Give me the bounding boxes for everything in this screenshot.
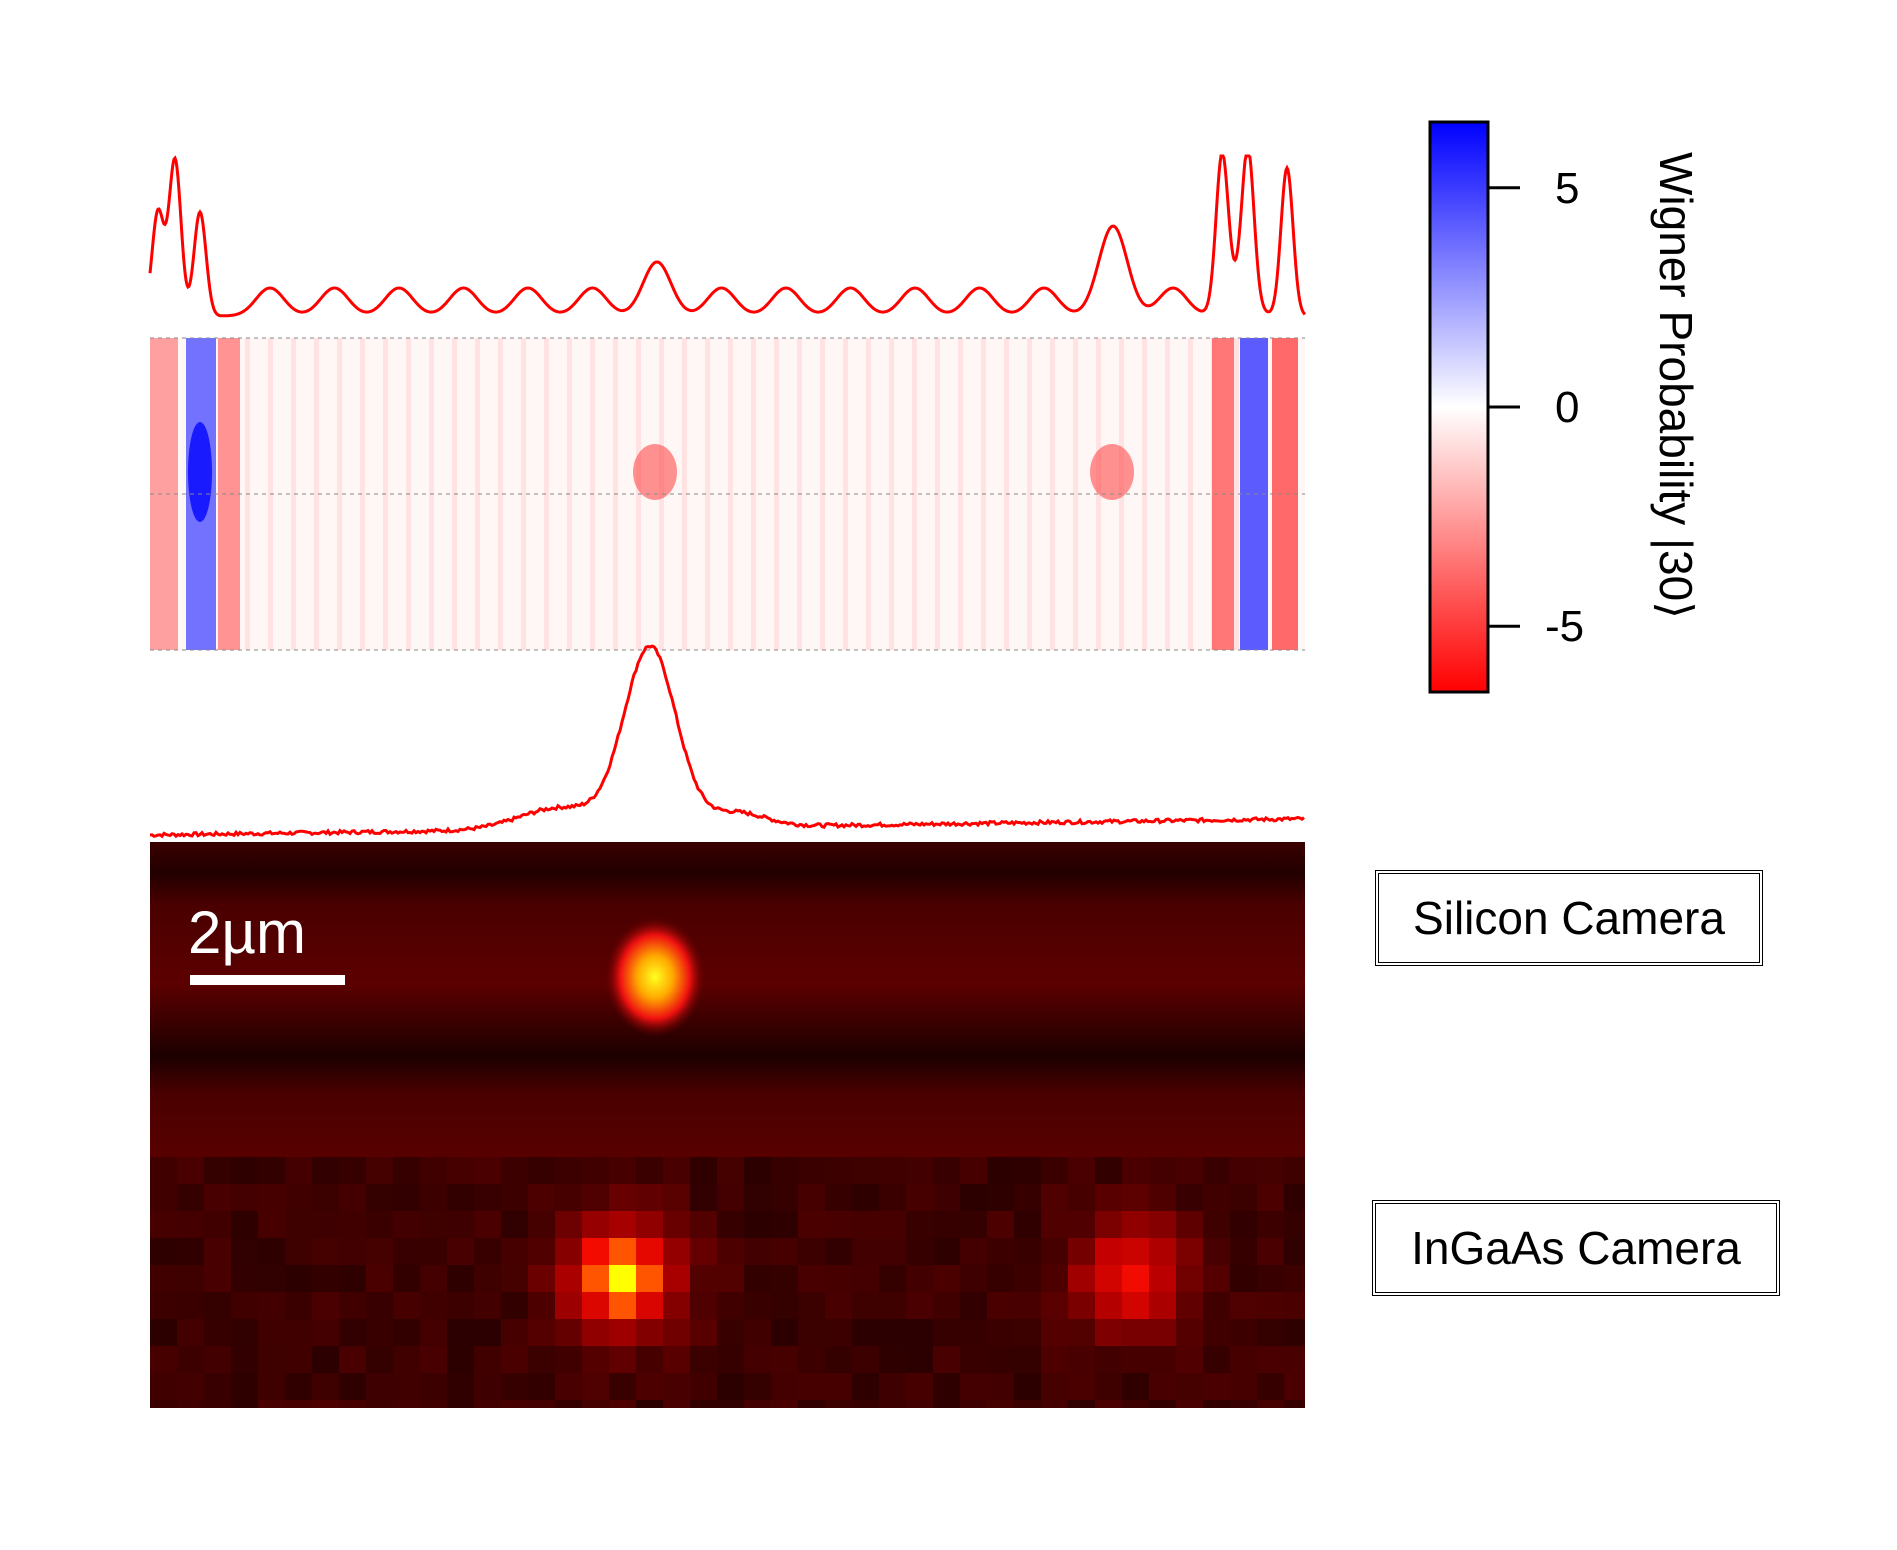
colorbar-tick-label: 0	[1555, 383, 1579, 432]
colorbar-tick-label: -5	[1545, 602, 1584, 651]
silicon-camera-image	[150, 842, 1305, 1157]
scale-bar	[190, 975, 345, 985]
ingaas-camera-label: InGaAs Camera	[1372, 1200, 1780, 1296]
top-marginal-profile	[148, 154, 1307, 318]
colorbar: 5 0 -5 Wigner Probability |30⟩	[1428, 120, 1702, 694]
bottom-marginal-profile	[149, 644, 1305, 839]
scale-bar-label: 2µm	[188, 899, 306, 966]
colorbar-tick-label: 5	[1555, 164, 1579, 213]
ingaas-camera-image	[150, 1157, 1305, 1408]
silicon-camera-label: Silicon Camera	[1375, 870, 1763, 966]
colorbar-title: Wigner Probability |30⟩	[1650, 152, 1702, 619]
